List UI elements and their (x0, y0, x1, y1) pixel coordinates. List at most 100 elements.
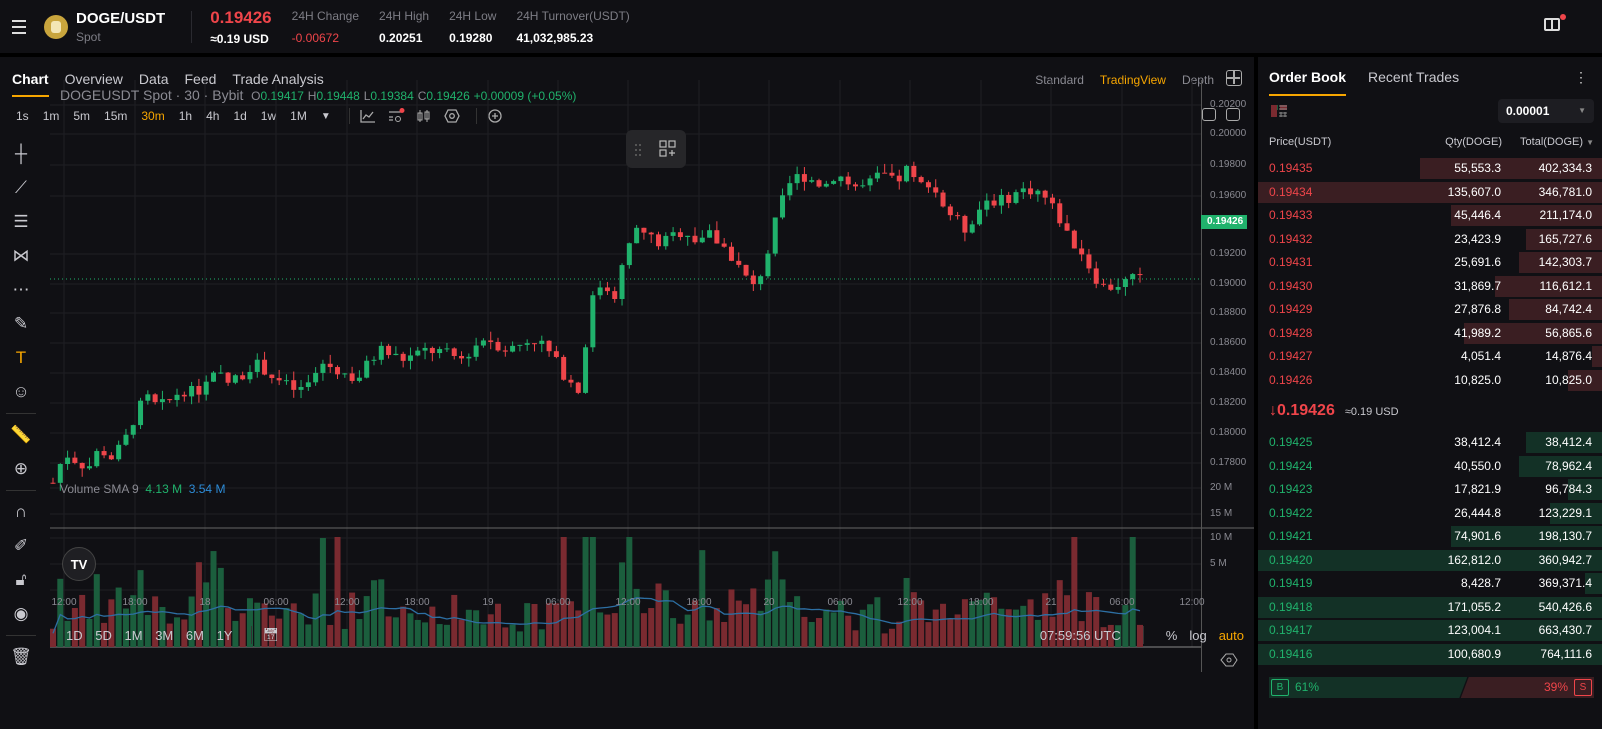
sell-percent: 39% (1543, 680, 1568, 694)
tf-15m[interactable]: 15m (104, 109, 128, 123)
indicators-icon[interactable] (388, 108, 405, 123)
menu-icon[interactable] (12, 19, 34, 34)
goto-date-icon[interactable]: 📅︎ (262, 627, 279, 642)
tf-30m[interactable]: 30m (141, 109, 165, 123)
range-1d[interactable]: 1D (66, 627, 83, 643)
magnet-icon[interactable]: ∩ (14, 502, 28, 521)
tf-1M[interactable]: 1M (290, 109, 307, 123)
row-total: 84,742.4 (1545, 302, 1592, 316)
header-total[interactable]: Total(DOGE) ▼ (1520, 136, 1594, 148)
tab-chart[interactable]: Chart (12, 71, 49, 97)
bid-row[interactable]: 0.19417 123,004.1 663,430.7 (1258, 619, 1602, 641)
tf-5m[interactable]: 5m (73, 109, 91, 123)
tab-data[interactable]: Data (138, 71, 169, 87)
drag-handle-icon[interactable] (626, 130, 686, 168)
mode-depth[interactable]: Depth (1181, 73, 1214, 87)
floating-widget[interactable] (626, 130, 686, 168)
timeframe-dropdown-icon[interactable]: ▼ (320, 110, 331, 122)
row-qty: 74,901.6 (1454, 529, 1501, 543)
bid-row[interactable]: 0.19421 74,901.6 198,130.7 (1258, 525, 1602, 547)
range-5d[interactable]: 5D (95, 627, 112, 643)
text-tool-icon[interactable]: T (15, 348, 27, 367)
log-toggle[interactable]: log (1189, 627, 1207, 643)
lock-drawing-icon[interactable]: ✐ (13, 536, 29, 555)
ask-row[interactable]: 0.19434 135,607.0 346,781.0 (1258, 181, 1602, 203)
time-axis[interactable]: 12:00 18:00 18 06:00 12:00 18:00 19 06:00 12:00 1… (50, 597, 1204, 613)
ask-row[interactable]: 0.19430 31,869.7 116,612.1 (1258, 275, 1602, 297)
tab-overview[interactable]: Overview (64, 71, 123, 87)
tf-1d[interactable]: 1d (233, 109, 247, 123)
row-price: 0.19426 (1269, 372, 1313, 387)
range-6m[interactable]: 6M (185, 627, 204, 643)
tab-order-book[interactable]: Order Book (1269, 69, 1347, 96)
tf-1m[interactable]: 1m (42, 109, 60, 123)
bid-row[interactable]: 0.19423 17,821.9 96,784.3 (1258, 478, 1602, 500)
emoji-icon[interactable]: ☺ (12, 382, 30, 401)
bid-row[interactable]: 0.19424 40,550.0 78,962.4 (1258, 455, 1602, 477)
bid-row[interactable]: 0.19420 162,812.0 360,942.7 (1258, 549, 1602, 571)
fullscreen-icon[interactable] (1226, 108, 1240, 121)
ask-row[interactable]: 0.19435 55,553.3 402,334.3 (1258, 157, 1602, 179)
ruler-icon[interactable]: 📏 (10, 425, 32, 444)
sell-badge: S (1574, 679, 1592, 696)
row-total: 540,426.6 (1538, 599, 1592, 614)
eye-icon[interactable]: ◉ (13, 604, 29, 623)
layout-grid-icon[interactable] (1226, 70, 1242, 86)
tf-1s[interactable]: 1s (16, 109, 29, 123)
guide-book-icon[interactable] (1544, 18, 1560, 31)
ask-row[interactable]: 0.19426 10,825.0 10,825.0 (1258, 369, 1602, 391)
zoom-in-icon[interactable]: ⊕ (13, 459, 29, 478)
candlestick-chart[interactable] (0, 0, 1254, 729)
add-icon[interactable] (487, 109, 503, 123)
mode-standard[interactable]: Standard (1035, 73, 1084, 87)
chart-type-icon[interactable] (360, 109, 376, 123)
depth-bar (1451, 205, 1602, 226)
bid-row[interactable]: 0.19416 100,680.9 764,111.6 (1258, 643, 1602, 665)
tf-4h[interactable]: 4h (206, 109, 220, 123)
more-options-icon[interactable]: ⋮ (1574, 69, 1588, 85)
fib-icon[interactable]: ⋯ (12, 280, 30, 299)
precision-select[interactable]: 0.00001 ▼ (1498, 99, 1594, 123)
ask-row[interactable]: 0.19428 41,989.2 56,865.6 (1258, 322, 1602, 344)
auto-toggle[interactable]: auto (1218, 627, 1244, 643)
view-asks-icon[interactable] (1271, 105, 1287, 117)
camera-icon[interactable] (1202, 108, 1216, 121)
range-1m[interactable]: 1M (124, 627, 143, 643)
pattern-icon[interactable]: ⋈ (12, 246, 30, 265)
price-axis[interactable]: 0.20200 0.20000 0.19800 0.19600 0.19200 0.190… (1201, 80, 1254, 672)
ask-row[interactable]: 0.19431 25,691.6 142,303.7 (1258, 251, 1602, 273)
candles-icon[interactable] (416, 109, 432, 123)
tf-1w[interactable]: 1w (260, 109, 277, 123)
lock-icon[interactable]: 🔓︎ (15, 570, 27, 589)
bid-row[interactable]: 0.19419 8,428.7 369,371.4 (1258, 572, 1602, 594)
tradingview-logo[interactable]: TV (62, 547, 96, 581)
brush-icon[interactable]: ✎ (13, 314, 29, 333)
ask-row[interactable]: 0.19429 27,876.8 84,742.4 (1258, 298, 1602, 320)
tf-1h[interactable]: 1h (178, 109, 193, 123)
tab-recent-trades[interactable]: Recent Trades (1368, 69, 1460, 85)
timeframe-bar: 1s 1m 5m 15m 30m 1h 4h 1d 1w 1M ▼ (16, 108, 515, 124)
time-tick: 06:00 (263, 597, 289, 608)
trend-line-icon[interactable]: ⟋ (15, 178, 27, 197)
ask-row[interactable]: 0.19433 45,446.4 211,174.0 (1258, 204, 1602, 226)
bid-row[interactable]: 0.19422 26,444.8 123,229.1 (1258, 502, 1602, 524)
clock[interactable]: 07:59:56 UTC (1039, 627, 1121, 643)
settings-icon[interactable] (443, 109, 460, 123)
ask-row[interactable]: 0.19427 4,051.4 14,876.4 (1258, 345, 1602, 367)
bid-row[interactable]: 0.19418 171,055.2 540,426.6 (1258, 596, 1602, 618)
volume-tick: 5 M (1210, 558, 1227, 569)
row-price: 0.19435 (1269, 161, 1313, 175)
range-1y[interactable]: 1Y (216, 627, 233, 643)
ask-row[interactable]: 0.19432 23,423.9 165,727.6 (1258, 228, 1602, 250)
axis-settings-icon[interactable] (1220, 653, 1238, 667)
crosshair-icon[interactable]: ┼ (14, 144, 28, 163)
pair-selector[interactable]: DOGE/USDT Spot (76, 10, 165, 44)
trash-icon[interactable]: 🗑︎ (10, 647, 32, 666)
bid-row[interactable]: 0.19425 38,412.4 38,412.4 (1258, 431, 1602, 453)
horizontal-lines-icon[interactable]: ☰ (13, 212, 29, 231)
tab-feed[interactable]: Feed (184, 71, 217, 87)
range-3m[interactable]: 3M (155, 627, 174, 643)
percent-toggle[interactable]: % (1165, 627, 1178, 643)
mode-tradingview[interactable]: TradingView (1099, 73, 1166, 87)
tab-trade-analysis[interactable]: Trade Analysis (232, 71, 324, 87)
